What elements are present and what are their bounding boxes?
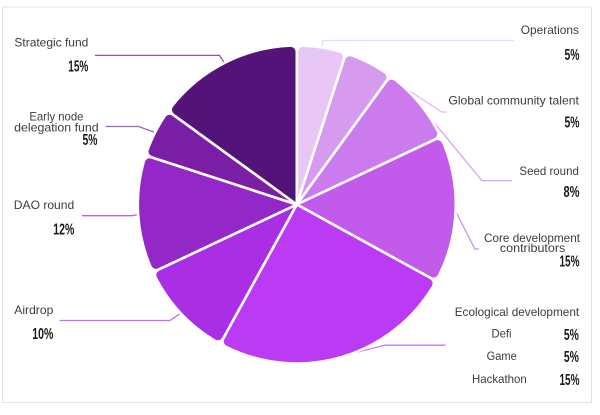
svg-text:15%: 15% <box>560 372 580 389</box>
svg-text:Airdrop: Airdrop <box>14 303 53 317</box>
svg-text:DAO round: DAO round <box>14 198 74 212</box>
svg-text:Hackathon: Hackathon <box>472 372 527 386</box>
svg-text:15%: 15% <box>560 254 580 271</box>
svg-text:5%: 5% <box>565 115 580 132</box>
svg-text:Operations: Operations <box>521 23 579 37</box>
svg-text:15%: 15% <box>68 59 88 76</box>
svg-text:delegation fund: delegation fund <box>14 121 99 135</box>
svg-text:5%: 5% <box>565 47 580 64</box>
svg-text:10%: 10% <box>32 326 53 343</box>
svg-text:Ecological development: Ecological development <box>455 305 580 319</box>
svg-text:Global community talent: Global community talent <box>448 94 579 108</box>
svg-text:Defi: Defi <box>492 327 512 341</box>
svg-text:5%: 5% <box>83 132 98 149</box>
svg-text:5%: 5% <box>564 327 579 344</box>
svg-text:Strategic fund: Strategic fund <box>14 36 88 50</box>
svg-text:Game: Game <box>487 349 517 363</box>
svg-text:Seed round: Seed round <box>519 164 579 178</box>
svg-text:Early node: Early node <box>29 109 83 123</box>
svg-text:12%: 12% <box>53 221 74 238</box>
svg-text:contributors: contributors <box>500 241 565 255</box>
svg-text:8%: 8% <box>564 184 580 201</box>
svg-text:Core development: Core development <box>484 231 581 245</box>
svg-text:5%: 5% <box>564 349 579 366</box>
